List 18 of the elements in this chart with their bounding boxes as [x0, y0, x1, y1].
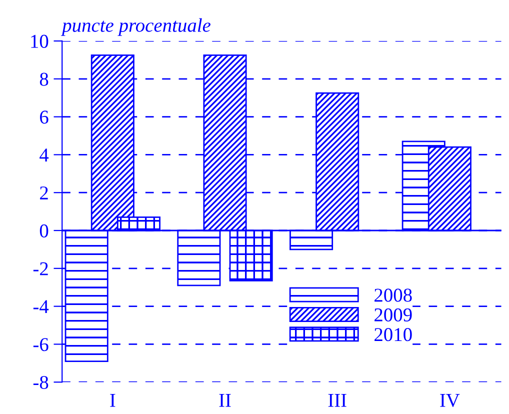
x-tick-label: I [110, 394, 116, 407]
x-tick-label: II [219, 394, 231, 407]
y-tick-label: -2 [33, 262, 48, 276]
legend-label: 2009 [374, 308, 412, 322]
y-tick-label: 8 [40, 72, 48, 86]
y-tick-label: -6 [33, 338, 48, 352]
y-tick-label: 6 [40, 110, 48, 124]
x-tick-label: III [328, 394, 346, 407]
legend-label: 2010 [374, 328, 412, 342]
y-tick-label: -8 [33, 376, 48, 390]
y-tick-label: 10 [31, 34, 48, 48]
y-axis-title: puncte procentuale [60, 18, 210, 36]
y-tick-label: 4 [40, 148, 49, 162]
x-tick-label: IV [440, 394, 460, 408]
y-tick-label: -4 [33, 300, 49, 314]
legend-label: 2008 [374, 288, 412, 302]
y-tick-label: 2 [40, 186, 48, 200]
y-tick-label: 0 [40, 224, 48, 238]
